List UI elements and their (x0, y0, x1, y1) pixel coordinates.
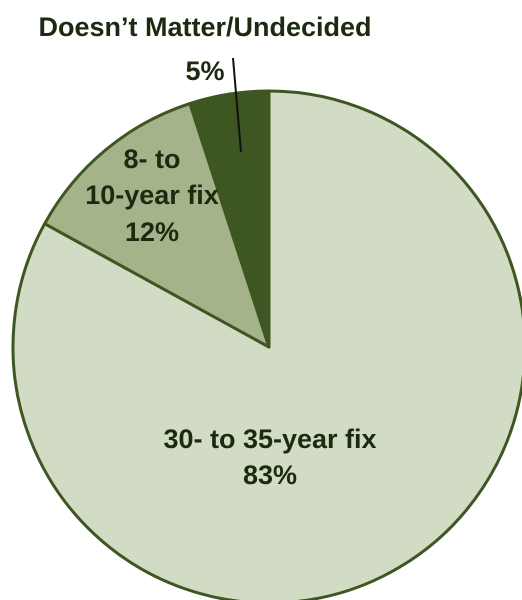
pie-slices (11, 89, 522, 600)
slice-label-0-line-0: 30- to 35-year fix (163, 424, 376, 454)
slice-pct-label-0: 83% (243, 460, 297, 490)
slice-label-1-line-0: 8- to (124, 144, 181, 174)
pie-slice-2 (188, 89, 271, 349)
slice-pct-label-2: 5% (185, 56, 224, 86)
slice-pct-label-1: 12% (125, 217, 179, 247)
leader-line (232, 57, 242, 153)
pie-slice-1 (43, 102, 271, 349)
pie-labels: 30- to 35-year fix 83% 8- to 10-year fix 12%… (38, 12, 376, 490)
pie-slice-0 (11, 89, 522, 600)
slice-label-1-line-1: 10-year fix (85, 180, 219, 210)
slice-label-2-line-0: Doesn’t Matter/Undecided (38, 12, 371, 42)
